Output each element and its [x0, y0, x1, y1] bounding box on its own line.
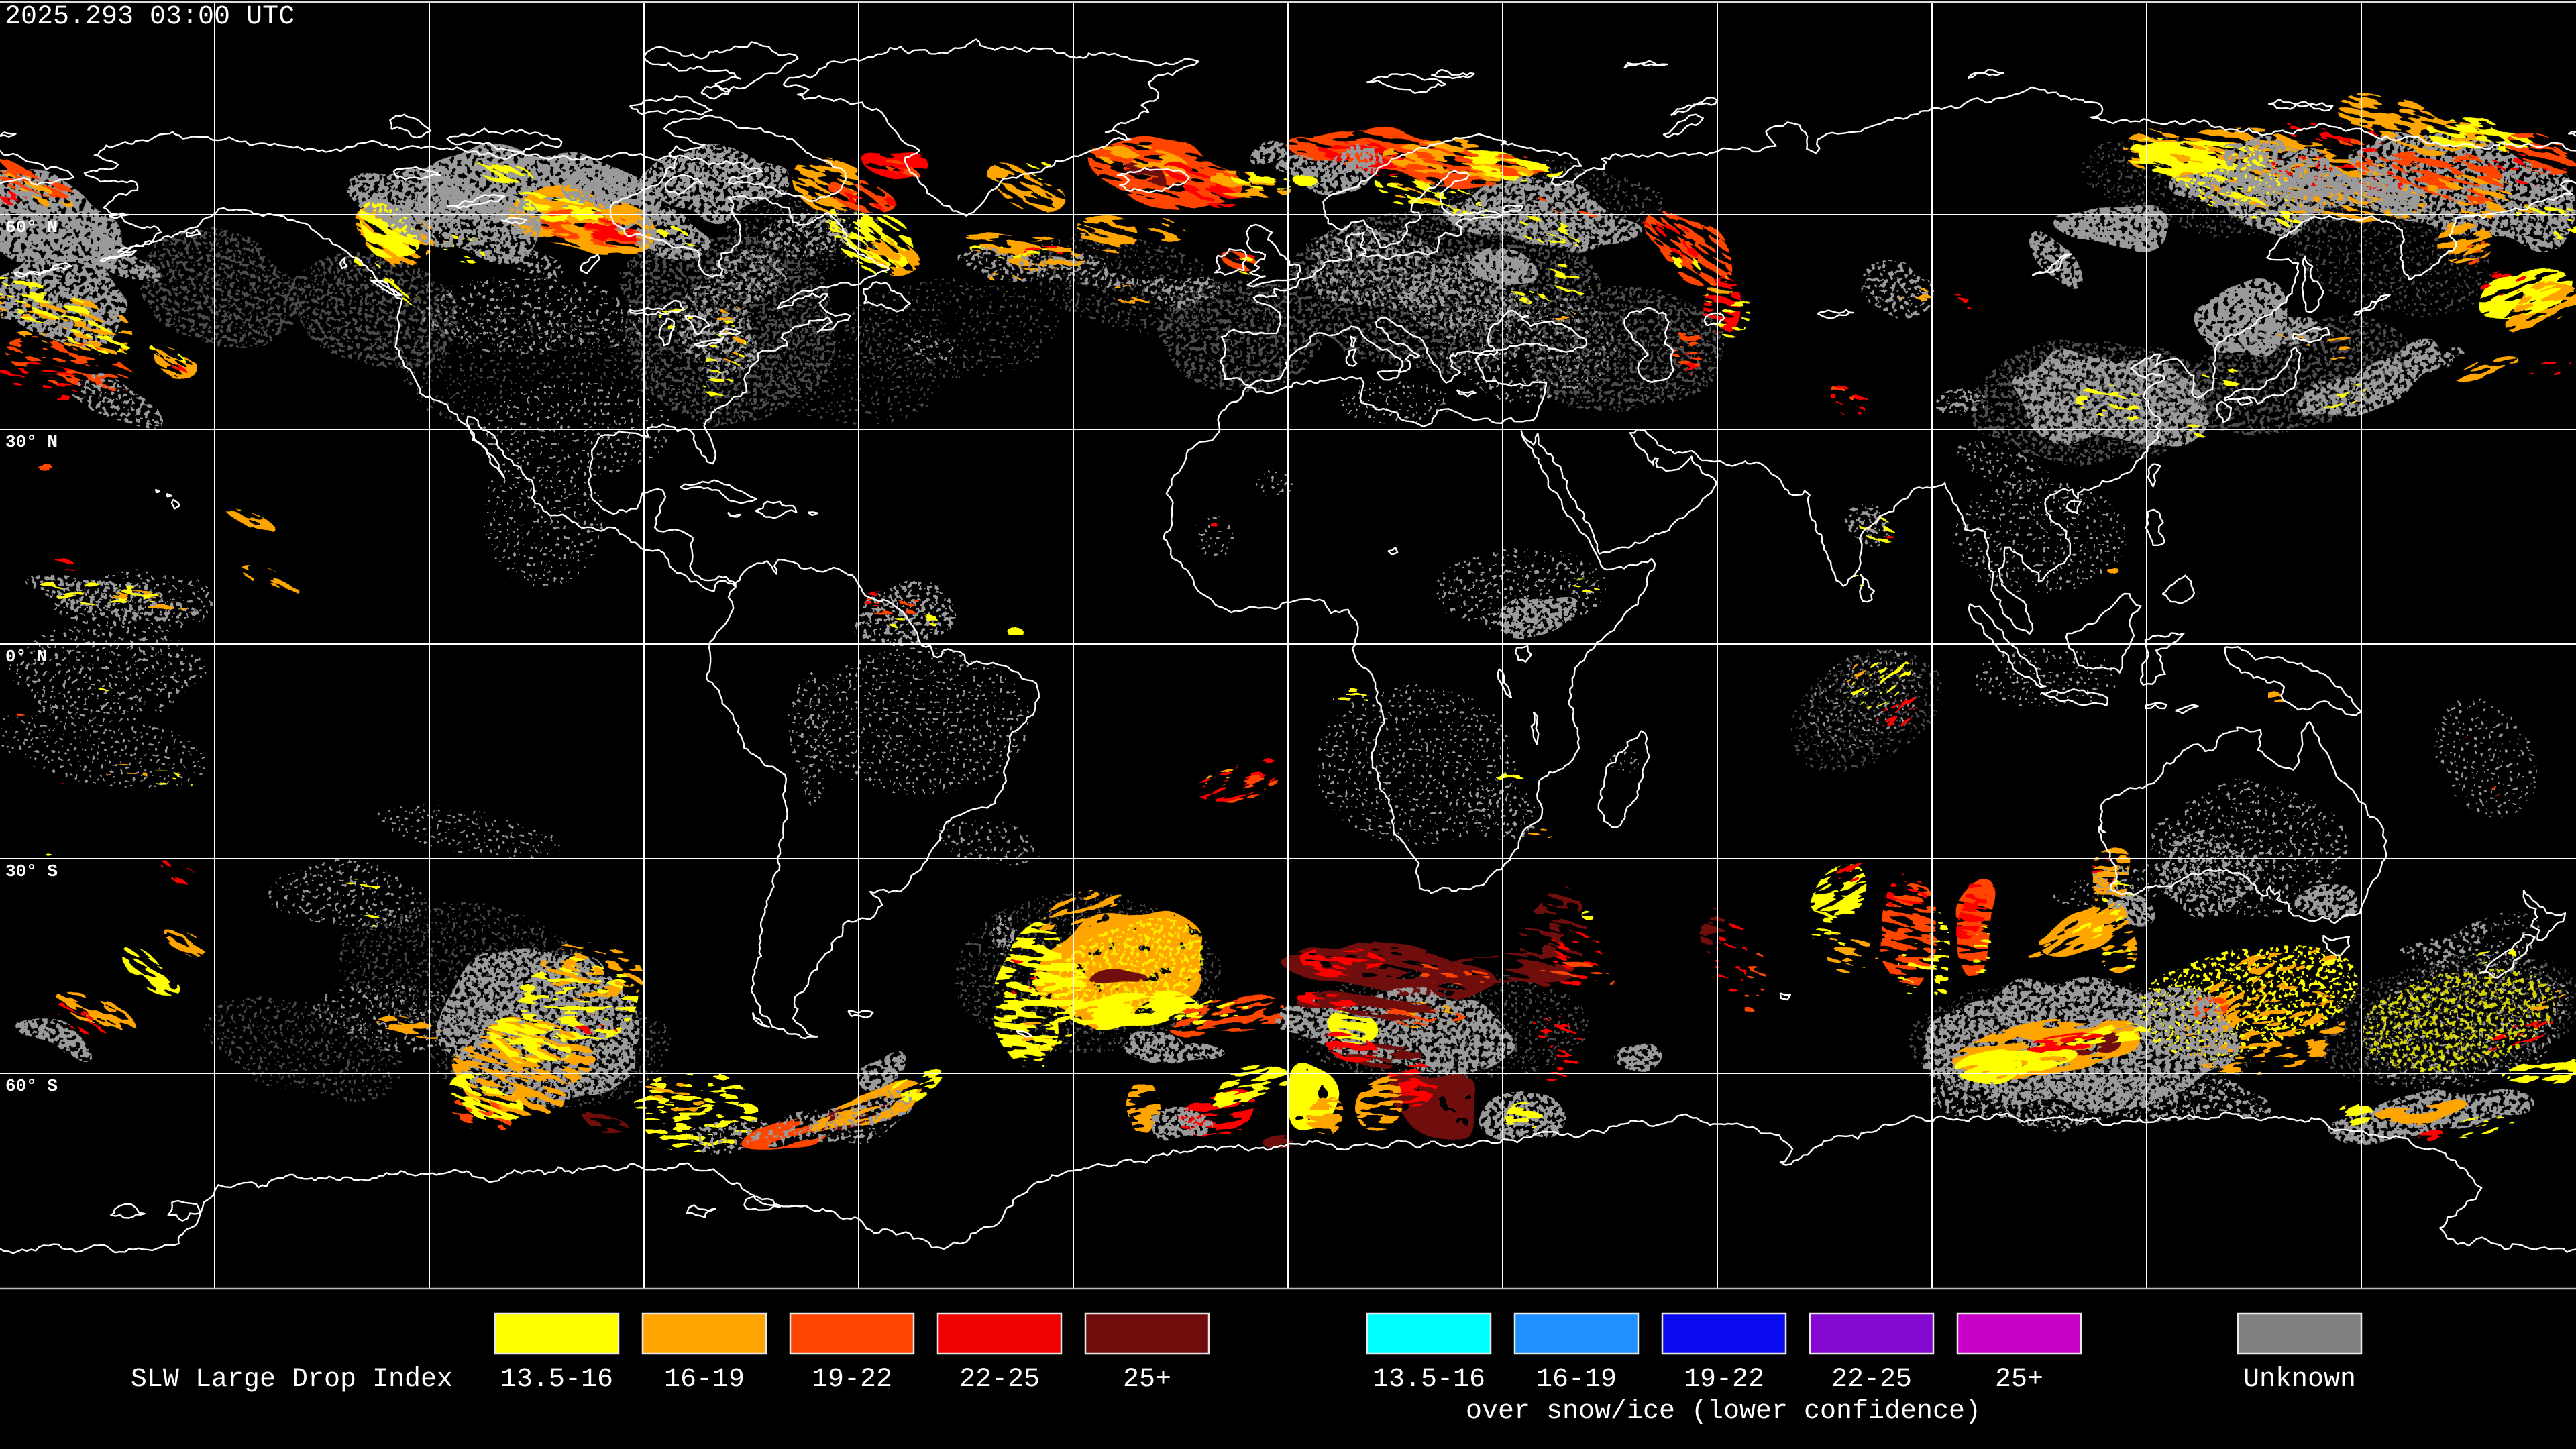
- svg-text:13.5-16: 13.5-16: [1373, 1364, 1485, 1395]
- svg-text:60° N: 60° N: [5, 217, 58, 237]
- svg-text:16-19: 16-19: [664, 1364, 745, 1395]
- svg-text:22-25: 22-25: [959, 1364, 1040, 1395]
- svg-text:16-19: 16-19: [1536, 1364, 1617, 1395]
- svg-text:19-22: 19-22: [1684, 1364, 1764, 1395]
- svg-text:over snow/ice (lower confidenc: over snow/ice (lower confidence): [1466, 1397, 1981, 1427]
- svg-text:25+: 25+: [1995, 1364, 2043, 1395]
- svg-text:SLW Large Drop Index: SLW Large Drop Index: [131, 1364, 453, 1395]
- svg-text:30° N: 30° N: [5, 432, 58, 452]
- svg-text:0° N: 0° N: [5, 647, 47, 667]
- svg-text:2025.293 03:00 UTC: 2025.293 03:00 UTC: [5, 2, 294, 32]
- svg-text:22-25: 22-25: [1831, 1364, 1912, 1395]
- svg-text:13.5-16: 13.5-16: [500, 1364, 613, 1395]
- svg-text:Unknown: Unknown: [2243, 1364, 2356, 1395]
- svg-text:19-22: 19-22: [812, 1364, 892, 1395]
- svg-text:30° S: 30° S: [5, 861, 58, 881]
- svg-text:60° S: 60° S: [5, 1076, 58, 1096]
- svg-text:25+: 25+: [1123, 1364, 1171, 1395]
